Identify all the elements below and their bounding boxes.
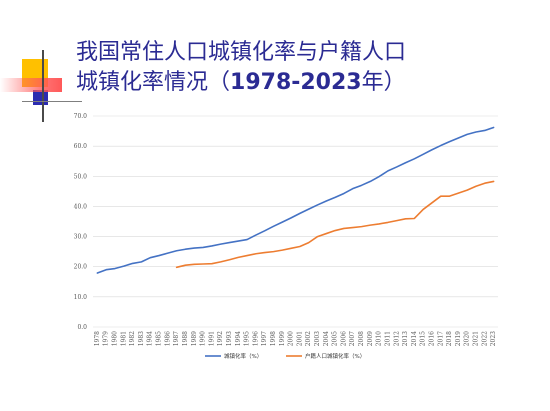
series-lines (96, 126, 495, 274)
x-tick-label: 1987 (173, 331, 180, 346)
x-tick-label: 1998 (270, 331, 277, 346)
x-tick-label: 2015 (420, 331, 427, 346)
x-tick-label: 1995 (244, 331, 251, 346)
y-tick-label: 20.0 (74, 264, 88, 271)
x-tick-label: 1988 (182, 331, 189, 346)
x-tick-label: 1999 (279, 331, 286, 346)
series-line-0 (96, 126, 495, 274)
x-tick-label: 2014 (411, 331, 418, 346)
x-tick-label: 1984 (147, 331, 154, 346)
x-tick-label: 2020 (464, 331, 471, 346)
x-tick-label: 2006 (340, 331, 347, 346)
x-tick-label: 2019 (455, 331, 462, 346)
x-tick-label: 2009 (367, 331, 374, 346)
x-tick-label: 2017 (437, 331, 444, 346)
x-tick-label: 2010 (376, 331, 383, 346)
x-tick-label: 1989 (191, 331, 198, 346)
x-tick-label: 1981 (120, 331, 127, 346)
x-tick-label: 1992 (217, 331, 224, 346)
x-tick-label: 1994 (235, 331, 242, 346)
x-tick-label: 1982 (129, 331, 136, 346)
x-tick-label: 2022 (481, 331, 488, 346)
x-tick-label: 2001 (296, 331, 303, 346)
x-tick-label: 1978 (94, 331, 101, 346)
x-tick-label: 2016 (428, 331, 435, 346)
x-tick-label: 1985 (156, 331, 163, 346)
y-tick-label: 30.0 (74, 234, 88, 241)
y-axis-ticks: 0.0 10.0 20.0 30.0 40.0 50.0 60.0 70.0 (74, 113, 88, 331)
x-tick-label: 1996 (252, 331, 259, 346)
slide-title: 我国常住人口城镇化率与户籍人口 城镇化率情况（1978-2023年） (76, 38, 406, 98)
title-line-2: 城镇化率情况（1978-2023年） (76, 68, 406, 98)
x-tick-label: 1990 (200, 331, 207, 346)
x-axis-ticks: 1978 1979 1980 1981 1982 1983 1984 1985 1986 1987… (94, 331, 497, 346)
x-tick-label: 2004 (323, 331, 330, 346)
y-tick-label: 10.0 (74, 294, 88, 301)
grid-lines (93, 115, 498, 328)
x-tick-label: 2005 (332, 331, 339, 346)
series-line-1 (175, 180, 495, 269)
y-tick-label: 0.0 (77, 324, 87, 331)
x-tick-label: 2023 (490, 331, 497, 346)
x-tick-label: 2002 (305, 331, 312, 346)
title-years: 1978-2023 (230, 70, 362, 95)
x-tick-label: 2021 (472, 331, 479, 346)
x-tick-label: 2003 (314, 331, 321, 346)
x-tick-label: 2007 (349, 331, 356, 346)
x-tick-label: 2000 (288, 331, 295, 346)
y-tick-label: 70.0 (74, 113, 88, 120)
y-tick-label: 40.0 (74, 203, 88, 210)
title-line-2-suffix: 年） (361, 70, 406, 95)
x-tick-label: 1997 (261, 331, 268, 346)
title-line-2-prefix: 城镇化率情况（ (76, 70, 231, 95)
legend-label-1: 户籍人口城镇化率（%） (305, 352, 365, 360)
title-line-1: 我国常住人口城镇化率与户籍人口 (76, 40, 407, 65)
x-tick-label: 2013 (402, 331, 409, 346)
x-tick-label: 1991 (208, 331, 215, 346)
x-tick-label: 1993 (226, 331, 233, 346)
x-tick-label: 1983 (138, 331, 145, 346)
deco-vertical-line (42, 50, 44, 122)
x-tick-label: 2012 (393, 331, 400, 346)
deco-red-streak (0, 78, 62, 92)
x-tick-label: 2018 (446, 331, 453, 346)
y-tick-label: 60.0 (74, 143, 88, 150)
x-tick-label: 1979 (103, 331, 110, 346)
deco-horizontal-line (22, 101, 82, 102)
x-tick-label: 2008 (358, 331, 365, 346)
legend: 城镇化率（%） 户籍人口城镇化率（%） (205, 352, 365, 360)
legend-label-0: 城镇化率（%） (224, 352, 262, 360)
x-tick-label: 1980 (112, 331, 119, 346)
y-tick-label: 50.0 (74, 173, 88, 180)
x-tick-label: 2011 (384, 331, 391, 346)
x-tick-label: 1986 (164, 331, 171, 346)
